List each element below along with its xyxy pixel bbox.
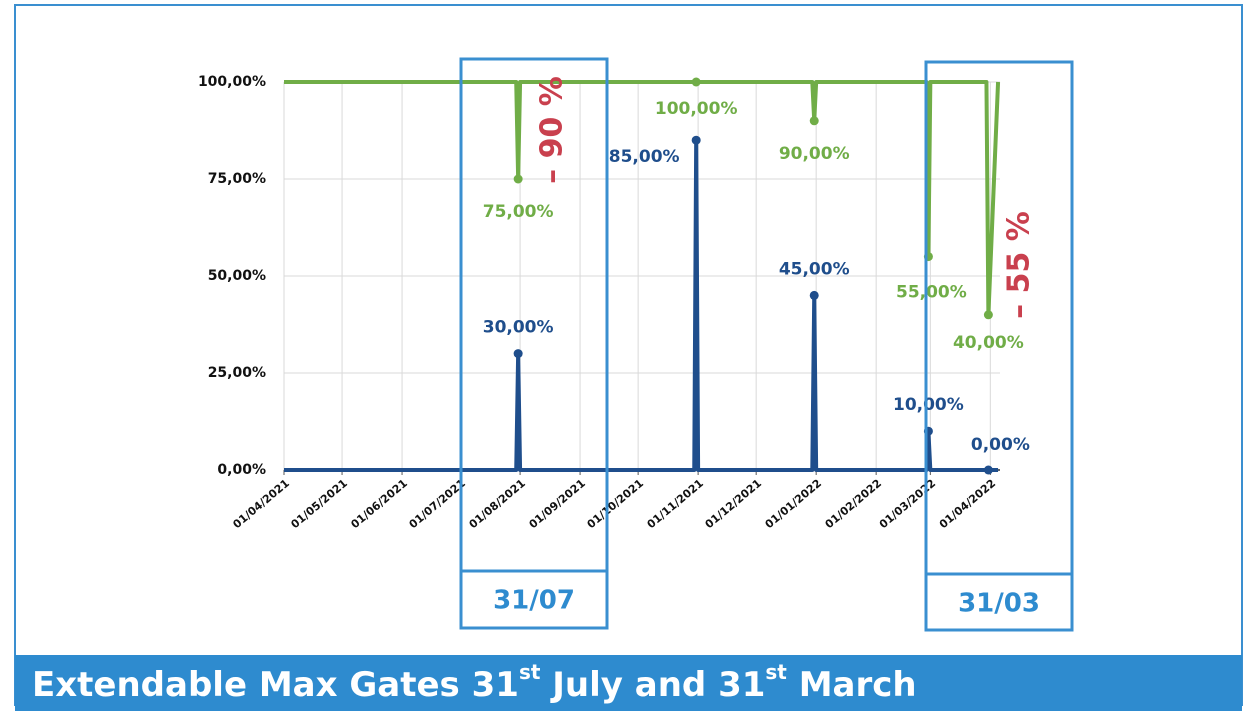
x-tick-label: 01/05/2021 bbox=[288, 477, 349, 531]
plot: 0,00% 25,00% 50,00% 75,00% 100,00% 01/04/2021… bbox=[198, 74, 1030, 531]
highlight-label: 31/03 bbox=[958, 589, 1040, 619]
footer-band bbox=[15, 655, 1242, 711]
data-point bbox=[809, 290, 819, 300]
footer-title: Extendable Max Gates 31st July and 31st … bbox=[32, 660, 917, 705]
box-frame bbox=[459, 57, 609, 630]
data-label: 0,00% bbox=[971, 435, 1030, 455]
data-point bbox=[691, 77, 701, 87]
slide-frame bbox=[14, 4, 1243, 706]
title-part: March bbox=[787, 665, 917, 705]
data-label: 10,00% bbox=[893, 395, 964, 415]
series-line bbox=[284, 80, 1001, 317]
series-line bbox=[284, 138, 999, 472]
box-frame bbox=[924, 60, 1074, 632]
data-point bbox=[691, 135, 701, 145]
x-tick-label: 01/04/2022 bbox=[937, 477, 998, 531]
x-tick-label: 01/07/2021 bbox=[407, 477, 468, 531]
data-label: 45,00% bbox=[779, 259, 850, 279]
x-tick-label: 01/01/2022 bbox=[763, 477, 824, 531]
x-tick-label: 01/03/2022 bbox=[877, 477, 938, 531]
title-sup: st bbox=[519, 660, 541, 684]
x-tick-label: 01/02/2022 bbox=[823, 477, 884, 531]
data-label: 85,00% bbox=[609, 147, 680, 167]
x-tick-label: 01/06/2021 bbox=[348, 477, 409, 531]
x-tick-label: 01/12/2021 bbox=[703, 477, 764, 531]
title-part: Extendable Max Gates 31 bbox=[32, 665, 519, 705]
x-tick-label: 01/08/2021 bbox=[467, 477, 528, 531]
data-point bbox=[513, 174, 523, 184]
data-point bbox=[513, 349, 523, 359]
y-tick-label: 100,00% bbox=[198, 74, 266, 90]
annotation: – 90 % bbox=[535, 76, 570, 184]
x-tick-label: 01/04/2021 bbox=[230, 477, 291, 531]
data-label: 55,00% bbox=[896, 283, 967, 303]
y-tick-label: 50,00% bbox=[208, 268, 266, 284]
highlight-label: 31/07 bbox=[493, 586, 575, 616]
data-label: 30,00% bbox=[483, 318, 554, 338]
data-label: 90,00% bbox=[779, 144, 850, 164]
data-label: 75,00% bbox=[483, 202, 554, 222]
highlight-box: 31/03 bbox=[924, 60, 1074, 632]
data-point bbox=[983, 465, 993, 475]
y-tick-label: 0,00% bbox=[217, 462, 266, 478]
data-label: 100,00% bbox=[655, 99, 738, 119]
x-tick-label: 01/11/2021 bbox=[645, 477, 706, 531]
title-sup: st bbox=[765, 660, 787, 684]
data-point bbox=[809, 116, 819, 126]
x-tick-label: 01/10/2021 bbox=[585, 477, 646, 531]
data-point bbox=[983, 310, 993, 320]
highlight-box: 31/07 bbox=[459, 57, 609, 630]
x-tick-label: 01/09/2021 bbox=[527, 477, 588, 531]
data-label: 40,00% bbox=[953, 333, 1024, 353]
y-tick-label: 75,00% bbox=[208, 171, 266, 187]
annotation: – 55 % bbox=[1002, 211, 1037, 319]
y-tick-label: 25,00% bbox=[208, 365, 266, 381]
title-part: July and 31 bbox=[540, 665, 765, 705]
